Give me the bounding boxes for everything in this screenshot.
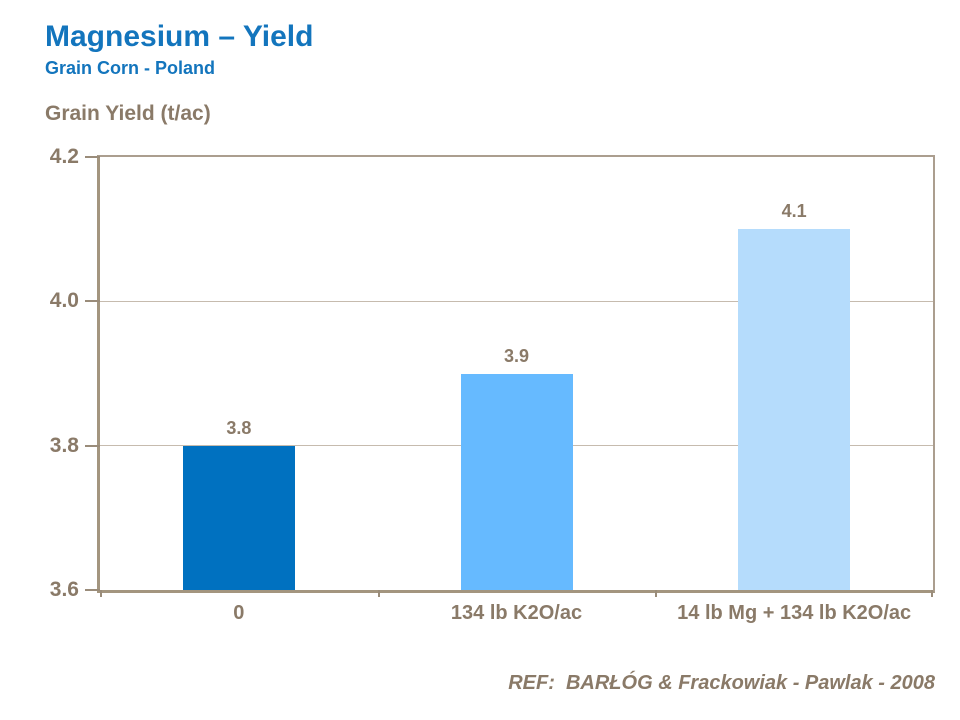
x-axis-tick: [931, 590, 933, 597]
page-subtitle: Grain Corn - Poland: [45, 58, 216, 78]
y-axis-tick: [85, 589, 100, 591]
plot-area: 3.6 3.8 4.0 4.2 3.8 0 3.9 134 lb K2O/ac 4.1 14 lb…: [50, 145, 935, 624]
bar: [182, 445, 295, 590]
bar: [738, 229, 851, 590]
y-tick-label: 4.0: [49, 289, 79, 313]
bar-value-label: 4.1: [781, 201, 807, 222]
x-axis-tick: [655, 590, 658, 597]
y-axis-title: Grain Yield (t/ac): [45, 102, 211, 125]
y-tick-label: 4.2: [49, 145, 79, 168]
gridline: [100, 300, 933, 302]
x-axis-tick: [100, 590, 102, 597]
x-tick-label: 134 lb K2O/ac: [450, 602, 583, 624]
x-tick-label: 0: [233, 602, 245, 624]
reference-text: REF: BARŁÓG & Frackowiak - Pawlak - 2008: [508, 672, 935, 694]
bar-value-label: 3.9: [503, 345, 529, 366]
x-axis-tick: [377, 590, 380, 597]
page-title: Magnesium – Yield: [45, 20, 314, 53]
y-axis-tick: [85, 156, 100, 158]
x-tick-label: 14 lb Mg + 134 lb K2O/ac: [677, 602, 912, 624]
y-axis-tick: [85, 300, 100, 303]
bar: [460, 373, 573, 590]
y-axis-tick: [85, 444, 100, 447]
y-tick-label: 3.6: [49, 578, 79, 601]
bar-value-label: 3.8: [226, 417, 252, 438]
y-tick-label: 3.8: [49, 433, 79, 457]
